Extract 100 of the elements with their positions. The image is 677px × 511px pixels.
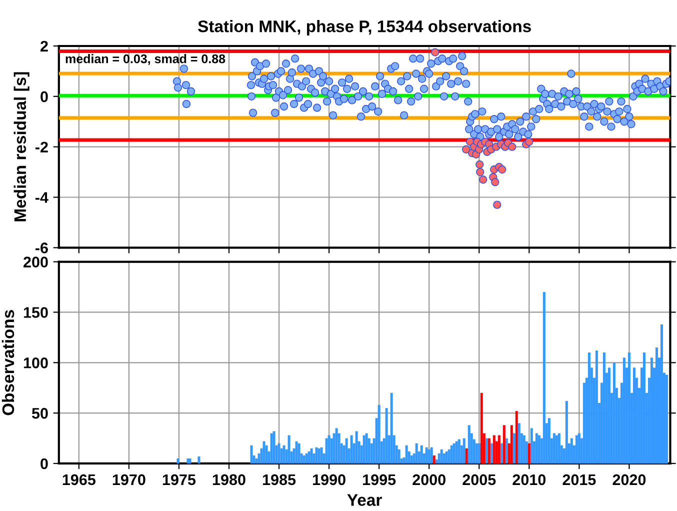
bar [465,448,468,464]
point [431,48,440,56]
bar [448,449,450,464]
bar [318,448,320,464]
bar [548,418,550,464]
bar [452,443,456,464]
bar [628,352,630,464]
bar [295,441,298,464]
x-tick-label: 1980 [212,474,246,486]
bar [198,456,200,464]
bar [430,447,433,464]
bar [442,453,446,464]
x-tick-label: 2000 [412,474,446,486]
bar [445,451,448,464]
bar [490,443,493,464]
bar [432,455,436,464]
bar [480,392,483,464]
point [479,176,488,184]
x-tick-label: 1995 [363,474,396,486]
bar [302,455,306,464]
x-tick-label: 1965 [62,474,96,486]
y-tick-label: 0 [40,91,48,102]
x-tick-label: 1985 [262,474,296,486]
x-tick-label: 2015 [562,474,596,486]
y-tick-label: 2 [40,40,48,52]
bar [632,368,636,464]
bar [510,425,513,464]
point [462,145,470,154]
bar [385,408,388,464]
bar [462,438,466,464]
bar [405,445,408,464]
bar [320,447,323,464]
bar [512,433,516,464]
bar [272,431,276,464]
bar [542,292,546,464]
bar [425,447,428,464]
bar [262,441,266,464]
bar [575,435,578,464]
bar [565,400,568,464]
bar [455,441,458,464]
bar [488,438,490,464]
bar [492,435,496,464]
bar [558,433,560,464]
x-tick-label: 2020 [612,474,646,486]
bar [365,433,368,464]
bar [468,425,470,464]
point [525,138,534,146]
x-tick-label: 1990 [313,474,346,486]
bar [608,368,610,464]
chart-title: Station MNK, phase P, 15344 observations [198,20,531,36]
bar [518,423,520,464]
bar [505,438,508,464]
bar [390,392,393,464]
point [508,142,516,151]
point [476,160,484,169]
bar [498,435,500,464]
bar [350,435,353,464]
y-tick-label: -4 [35,192,48,203]
point [493,200,502,209]
bar [355,431,358,464]
annotation: median = 0.03, smad = 0.88 [66,54,226,66]
bar [270,433,273,464]
bar [478,443,480,464]
bar [428,449,430,464]
bar [308,451,310,464]
x-axis-title: Year [347,494,382,506]
y-tick-label: 0 [40,458,48,470]
bar [502,425,506,464]
y-axis-title: Median residual [s] [14,72,30,222]
y-tick-label: 150 [24,307,48,318]
bar [345,438,348,464]
bar [515,411,518,464]
bar [415,443,418,464]
bar [485,438,488,464]
bar [298,443,300,464]
y-tick-label: 50 [32,408,48,419]
bar [305,453,308,464]
bar [450,445,453,464]
bar [325,438,328,464]
x-tick-label: 1970 [112,474,146,486]
bar [642,352,646,464]
bar [458,439,460,464]
bar [522,435,526,464]
bar [528,443,530,464]
bar [475,443,478,464]
bar [265,445,268,464]
bar [362,435,366,464]
bar [665,374,668,464]
bar [398,449,400,464]
bar [438,453,440,464]
bar [278,443,280,464]
bar [420,445,423,464]
bar [595,350,598,464]
bar [282,445,286,464]
bar [288,435,290,464]
bar [530,428,533,464]
bar [315,447,318,464]
y-axis-title: Observations [2,310,14,416]
x-tick-label: 2010 [512,474,546,486]
bar [328,435,330,464]
